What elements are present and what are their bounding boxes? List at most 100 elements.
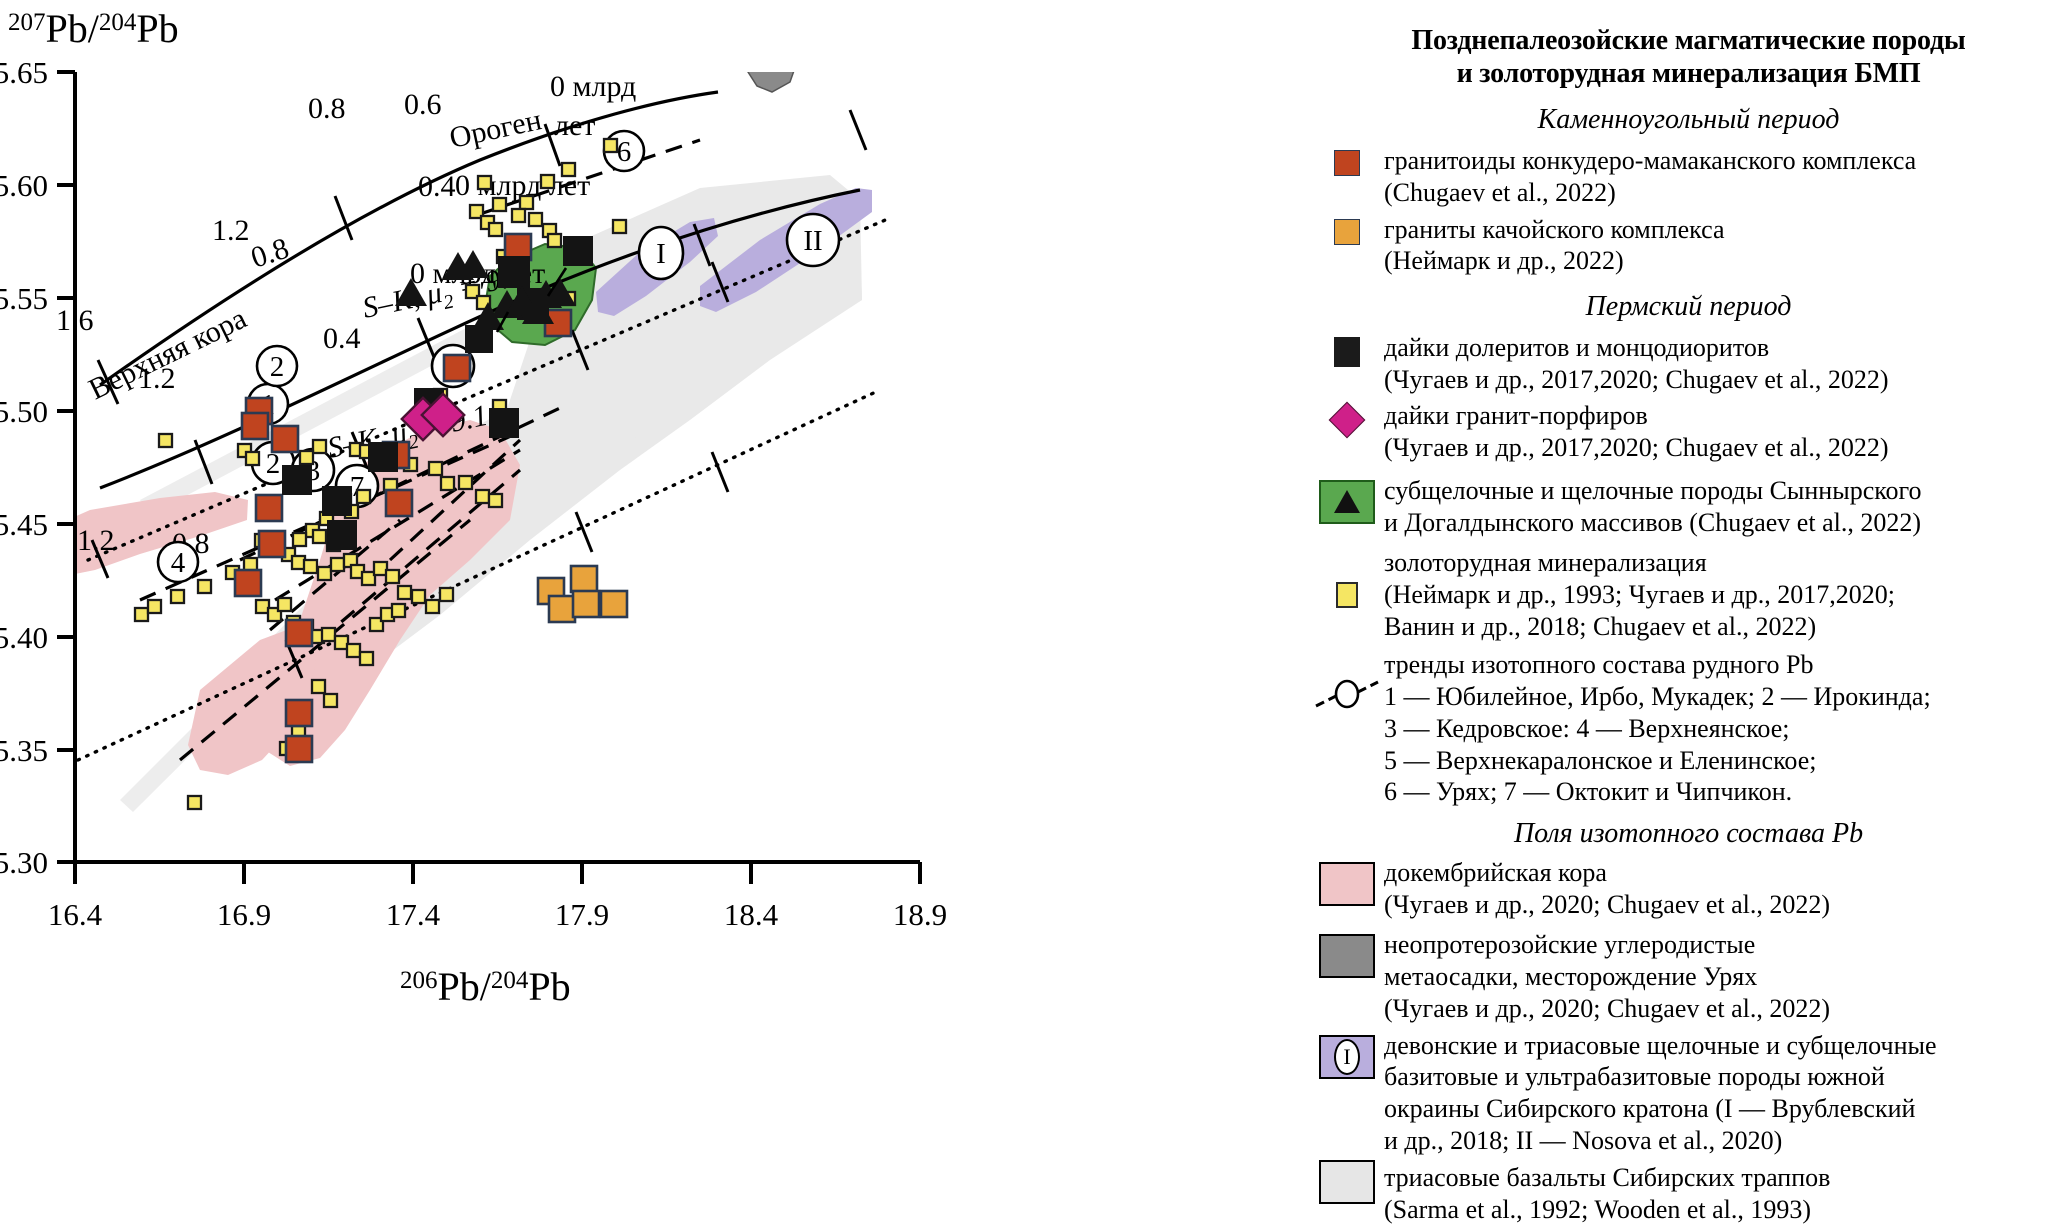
legend-line: неопротерозойские углеродистые xyxy=(1384,930,1756,960)
series-konkudero-mamakan-granitoids xyxy=(233,232,573,764)
legend-line: триасовые базальты Сибирских траппов xyxy=(1384,1163,1831,1193)
legend-key-trend-line xyxy=(1310,648,1384,712)
field-I-badge xyxy=(637,225,685,281)
field-II-label: II xyxy=(803,225,822,257)
legend-line: и Догалдынского массивов (Chugaev et al.… xyxy=(1384,507,1921,537)
y-tick-labels: 15.65 15.60 15.55 15.50 15.45 15.40 15.3… xyxy=(0,55,48,880)
label-age-0.6: 0.6 xyxy=(404,88,442,121)
series-kachoy-granites xyxy=(536,564,629,624)
legend-line: (Чугаев и др., 2017,2020; Chugaev et al.… xyxy=(1384,433,1889,463)
y-axis-title-main: Pb/ xyxy=(46,6,100,51)
legend-item-dolerite-dikes[interactable]: дайки долеритов и монцодиоритов (Чугаев … xyxy=(1310,331,2067,395)
legend-item-siberian-traps[interactable]: триасовые базальты Сибирских траппов (Sa… xyxy=(1310,1104,2067,1225)
ore-trend-3 xyxy=(274,448,521,602)
legend-item-precambrian-crust[interactable]: докембрийская кора (Чугаев и др., 2020; … xyxy=(1310,856,2067,920)
legend-line: гранитоиды конкудеро-мамаканского компле… xyxy=(1384,146,1917,176)
field-precambrian-crust-left xyxy=(75,492,248,574)
legend-item-granite-porphyry-dikes[interactable]: дайки гранит-порфиров (Чугаев и др., 201… xyxy=(1310,399,2067,463)
ytick-label-15.50: 15.50 xyxy=(0,394,48,429)
legend-text-precambrian-crust: докембрийская кора (Чугаев и др., 2020; … xyxy=(1384,856,1830,920)
label-zero-ga-orogen-line2: лет xyxy=(554,109,595,142)
legend-line: (Chugaev et al., 2022) xyxy=(1384,177,1616,207)
legend-title-line1: Позднепалеозойские магматические породы xyxy=(1411,25,1966,56)
pb-isotope-scatter-plot: 15.65 15.60 15.55 15.50 15.45 15.40 15.3… xyxy=(0,6,947,1009)
ytick-label-15.60: 15.60 xyxy=(0,168,48,203)
xtick-label-18.4: 18.4 xyxy=(724,897,779,932)
legend-line: и др., 2018; II — Nosova et al., 2020) xyxy=(1384,1125,1783,1155)
legend-item-kachoy-granites[interactable]: граниты качойского комплекса (Неймарк и … xyxy=(1310,213,2067,277)
magenta-diamond-icon xyxy=(1328,401,1366,439)
legend-line: дайки долеритов и монцодиоритов xyxy=(1384,332,1770,362)
legend-line: (Sarma et al., 1992; Wooden et al., 1993… xyxy=(1384,1195,1812,1225)
ore-trend-5 xyxy=(388,438,522,562)
sk94-tick-0.4 xyxy=(570,329,590,371)
purple-field-icon: I xyxy=(1319,1034,1375,1079)
y-axis-title-sup1: 207 xyxy=(8,9,46,36)
axes-lines xyxy=(73,72,920,864)
green-field-icon xyxy=(1319,479,1375,524)
age-ticks xyxy=(96,109,868,485)
svg-text:2: 2 xyxy=(266,448,281,480)
legend-section-carboniferous: Каменноугольный период xyxy=(1537,104,1840,136)
field-roman-labels: I II xyxy=(637,212,841,281)
legend-key-lightgrey-box xyxy=(1310,1104,1384,1205)
pink-field-icon xyxy=(1319,862,1375,906)
label-age-1.2-upper: 1.2 xyxy=(212,214,250,247)
sk91-tick-0.4 xyxy=(574,511,594,553)
age-tick-0.4-orogen xyxy=(692,223,712,267)
legend-key-amber-square xyxy=(1310,213,1384,245)
legend-line: докембрийская кора xyxy=(1384,858,1607,887)
label-age-1.6: 1.6 xyxy=(56,304,94,337)
legend-item-neoproterozoic-metasediments[interactable]: неопротерозойские углеродистые метаосадк… xyxy=(1310,928,2067,1024)
age-tick-0.4-upper xyxy=(848,109,868,151)
age-tick-1.2-orogen xyxy=(193,439,214,485)
ytick-label-15.35: 15.35 xyxy=(0,733,48,768)
legend-text-ore-pb-trends: тренды изотопного состава рудного Pb 1 —… xyxy=(1384,648,1931,808)
ore-trend-4 xyxy=(178,518,472,762)
label-zero-ga-orogen-line1: 0 млрд xyxy=(550,70,636,103)
legend-line: (Чугаев и др., 2017,2020; Chugaev et al.… xyxy=(1384,364,1889,394)
legend-line: (Чугаев и др., 2020; Chugaev et al., 202… xyxy=(1384,993,1831,1023)
grey-field-icon xyxy=(1319,934,1375,979)
annotation-leaders xyxy=(495,267,568,333)
legend-section-permian: Пермский период xyxy=(1585,290,1792,322)
ytick-label-15.65: 15.65 xyxy=(0,55,48,90)
label-age-1.2-orogen: 1.2 xyxy=(138,362,176,395)
svg-text:6: 6 xyxy=(617,136,632,168)
sk94-tick-1.2 xyxy=(90,539,110,579)
legend-text-alkaline-massifs: субщелочные и щелочные породы Сыннырског… xyxy=(1384,474,1922,538)
legend-section-pb-fields: Поля изотопного состава Pb xyxy=(1513,818,1864,849)
legend-line: 5 — Верхнекаралонское и Еленинское; xyxy=(1384,745,1817,775)
triangle-icon xyxy=(1334,490,1360,514)
field-precambrian-crust-main xyxy=(262,420,520,766)
legend-line: базитовые и ультрабазитовые породы южной xyxy=(1384,1062,1885,1092)
legend-item-ore-pb-trends[interactable]: тренды изотопного состава рудного Pb 1 —… xyxy=(1310,648,2067,808)
xtick-label-16.4: 16.4 xyxy=(48,897,103,932)
svg-text:2: 2 xyxy=(270,351,285,383)
legend-line: (Неймарк и др., 2022) xyxy=(1384,246,1624,276)
series-alkaline-massif-rocks xyxy=(395,250,576,330)
legend-item-konkudero-mamakan[interactable]: гранитоиды конкудеро-мамаканского компле… xyxy=(1310,144,2067,208)
age-tick-1.6 xyxy=(96,359,120,405)
legend-text-gold-mineralisation: золоторудная минерализация (Неймарк и др… xyxy=(1384,546,1895,642)
curve-upper-crust xyxy=(99,90,719,387)
x-axis-title-main: Pb/ xyxy=(438,964,492,1009)
legend-text-neoproterozoic-metasediments: неопротерозойские углеродистые метаосадк… xyxy=(1384,928,1830,1024)
xtick-label-17.4: 17.4 xyxy=(386,897,441,932)
field-neoproterozoic-metasediments xyxy=(747,72,795,93)
x-axis-title-tail: Pb xyxy=(528,964,570,1009)
axis-ticks xyxy=(57,70,922,884)
label-age-0.4-upper: 0.4 xyxy=(418,170,456,203)
sk-isochron-9.4 xyxy=(86,216,892,562)
sk-isochrons xyxy=(76,216,892,762)
sk94-tick-0 xyxy=(710,261,730,303)
legend-line: Ванин и др., 2018; Chugaev et al., 2022) xyxy=(1384,611,1817,641)
x-axis-title-sup2: 204 xyxy=(491,967,529,994)
legend-item-gold-mineralisation[interactable]: золоторудная минерализация (Неймарк и др… xyxy=(1310,546,2067,642)
legend-item-alkaline-massifs[interactable]: субщелочные и щелочные породы Сыннырског… xyxy=(1310,474,2067,538)
figure-root: 15.65 15.60 15.55 15.50 15.45 15.40 15.3… xyxy=(0,6,2067,1224)
legend-item-devonian-triassic-alkaline[interactable]: I девонские и триасовые щелочные и субще… xyxy=(1310,1029,2067,1157)
label-age-0.8-upper: 0.8 xyxy=(308,92,346,125)
legend-line: девонские и триасовые щелочные и субщело… xyxy=(1384,1030,1937,1060)
legend-title-line2: и золоторудная минерализация БМП xyxy=(1456,58,1921,90)
